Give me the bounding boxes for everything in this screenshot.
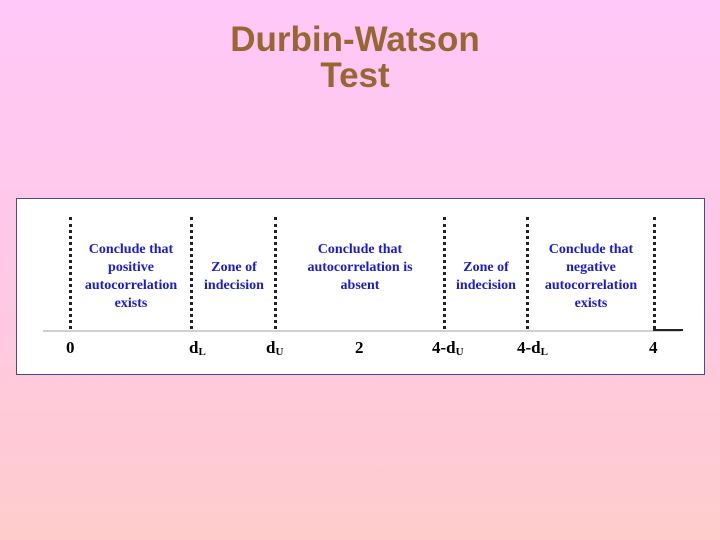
region-positive-autocorrelation: Conclude that positive autocorrelation e…	[75, 241, 187, 313]
region-text: exists	[574, 296, 608, 311]
region-text: absent	[340, 278, 380, 293]
region-text: Conclude that	[88, 242, 174, 257]
region-text: indecision	[204, 278, 264, 293]
region-text: exists	[114, 296, 148, 311]
tick-2: 2	[355, 338, 364, 358]
tick-subscript: L	[540, 346, 548, 358]
region-text: negative	[566, 260, 616, 275]
region-text: Zone of	[211, 260, 257, 275]
title-line-2: Test	[320, 56, 390, 95]
region-text: Zone of	[463, 260, 509, 275]
region-text: autocorrelation is	[307, 260, 413, 275]
divider-4-du	[443, 217, 446, 329]
tick-4-dl: 4-dL	[517, 338, 548, 358]
diagram-panel: Conclude that positive autocorrelation e…	[16, 198, 705, 375]
tick-subscript: U	[455, 346, 464, 358]
region-indecision-lower: Zone of indecision	[195, 259, 273, 295]
tick-main: 4	[649, 338, 658, 357]
region-text: Conclude that	[548, 242, 634, 257]
region-text: autocorrelation	[84, 278, 178, 293]
tick-4: 4	[649, 338, 658, 358]
tick-main: 0	[66, 338, 75, 357]
tick-subscript: U	[275, 346, 284, 358]
tick-dl: dL	[189, 338, 206, 358]
tick-main: d	[266, 338, 276, 357]
tick-0: 0	[66, 338, 75, 358]
region-negative-autocorrelation: Conclude that negative autocorrelation e…	[532, 241, 650, 313]
page-title: Durbin-Watson Test	[0, 22, 710, 94]
tick-subscript: L	[198, 346, 206, 358]
tick-main: 4-d	[517, 338, 541, 357]
tick-du: dU	[266, 338, 283, 358]
region-text: positive	[108, 260, 154, 275]
axis-end-segment	[653, 329, 683, 331]
tick-4-du: 4-dU	[432, 338, 464, 358]
region-text: indecision	[456, 278, 516, 293]
divider-dl	[190, 217, 193, 329]
region-text: Conclude that	[317, 242, 403, 257]
divider-0	[69, 217, 72, 329]
tick-main: 2	[355, 338, 364, 357]
tick-main: d	[189, 338, 199, 357]
divider-4	[653, 217, 656, 329]
region-no-autocorrelation: Conclude that autocorrelation is absent	[283, 241, 437, 295]
region-text: autocorrelation	[544, 278, 638, 293]
divider-du	[274, 217, 277, 329]
region-indecision-upper: Zone of indecision	[448, 259, 524, 295]
axis-line	[43, 330, 681, 332]
divider-4-dl	[526, 217, 529, 329]
tick-main: 4-d	[432, 338, 456, 357]
title-line-1: Durbin-Watson	[230, 20, 480, 59]
